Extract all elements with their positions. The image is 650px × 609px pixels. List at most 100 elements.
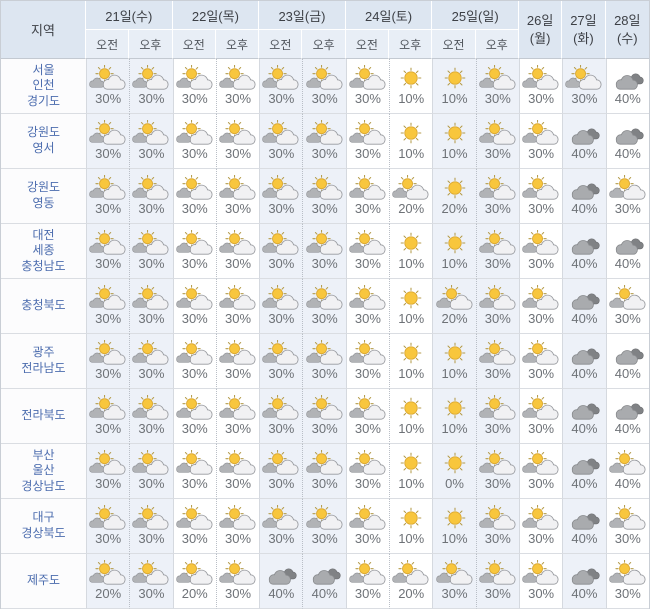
cloudy-icon — [607, 120, 649, 146]
cloudy-icon — [563, 560, 605, 586]
forecast-cell: 30% — [172, 499, 216, 554]
precip-probability: 30% — [268, 366, 295, 382]
cloudy-icon — [563, 230, 605, 256]
precip-probability: 30% — [528, 256, 555, 272]
region-cell: 강원도 영서 — [1, 114, 86, 169]
forecast-cell: 30% — [129, 224, 173, 279]
precip-probability: 40% — [614, 146, 641, 162]
day-header: 28일 (수) — [605, 1, 649, 59]
precip-probability: 30% — [268, 256, 295, 272]
partly-cloudy-icon — [520, 449, 562, 476]
day-header: 26일 (월) — [518, 1, 563, 59]
precip-probability: 30% — [528, 421, 555, 437]
forecast-cell: 30% — [215, 444, 260, 499]
forecast-cell: 30% — [215, 554, 260, 609]
forecast-cell: 30% — [475, 554, 519, 609]
forecast-row: 대구 경상북도 30% 30% 30% 30% 30% 30% 30% 10% 10% 30% 30% 4… — [1, 499, 649, 554]
precip-probability: 30% — [311, 311, 338, 327]
precip-probability: 30% — [138, 421, 165, 437]
partly-cloudy-icon — [347, 449, 389, 476]
precip-probability: 10% — [441, 421, 468, 437]
forecast-cell: 30% — [215, 334, 260, 389]
precip-probability: 30% — [138, 311, 165, 327]
precip-probability: 10% — [398, 146, 425, 162]
forecast-cell: 10% — [432, 114, 476, 169]
sunny-icon — [433, 340, 475, 366]
forecast-cell: 30% — [86, 499, 130, 554]
precip-probability: 0% — [445, 476, 464, 492]
partly-cloudy-icon — [174, 64, 216, 91]
forecast-cell: 20% — [86, 554, 130, 609]
partly-cloudy-icon — [87, 449, 129, 476]
partly-cloudy-icon — [174, 229, 216, 256]
partly-cloudy-icon — [87, 339, 129, 366]
precip-probability: 10% — [398, 531, 425, 547]
forecast-cell: 30% — [562, 59, 606, 114]
forecast-cell: 30% — [129, 554, 173, 609]
forecast-cell: 40% — [562, 554, 606, 609]
precip-probability: 30% — [484, 421, 511, 437]
region-cell: 광주 전라남도 — [1, 334, 86, 389]
partly-cloudy-icon — [347, 119, 389, 146]
precip-probability: 30% — [484, 256, 511, 272]
forecast-cell: 10% — [389, 334, 433, 389]
forecast-cell: 30% — [475, 389, 519, 444]
forecast-cell: 30% — [172, 59, 216, 114]
precip-probability: 40% — [571, 421, 598, 437]
partly-cloudy-icon — [477, 339, 519, 366]
sunny-icon — [390, 505, 432, 531]
forecast-cell: 30% — [518, 444, 563, 499]
precip-probability: 30% — [268, 201, 295, 217]
region-cell: 제주도 — [1, 554, 86, 609]
forecast-cell: 30% — [302, 389, 346, 444]
forecast-cell: 40% — [605, 444, 649, 499]
partly-cloudy-icon — [174, 394, 216, 421]
partly-cloudy-icon — [303, 339, 345, 366]
region-cell: 서울 인천 경기도 — [1, 59, 86, 114]
precip-probability: 30% — [225, 531, 252, 547]
partly-cloudy-icon — [260, 119, 302, 146]
cloudy-icon — [563, 450, 605, 476]
forecast-cell: 40% — [605, 59, 649, 114]
precip-probability: 20% — [441, 311, 468, 327]
sunny-icon — [390, 395, 432, 421]
partly-cloudy-icon — [477, 504, 519, 531]
forecast-cell: 30% — [129, 389, 173, 444]
forecast-cell: 40% — [562, 389, 606, 444]
precip-probability: 30% — [181, 531, 208, 547]
day-header: 25일(일) — [432, 1, 519, 30]
am-header: 오전 — [345, 30, 390, 59]
cloudy-icon — [563, 120, 605, 146]
precip-probability: 40% — [571, 366, 598, 382]
partly-cloudy-icon — [217, 229, 259, 256]
precip-probability: 30% — [528, 201, 555, 217]
day-header: 22일(목) — [172, 1, 260, 30]
forecast-cell: 20% — [432, 169, 476, 224]
forecast-cell: 10% — [432, 59, 476, 114]
forecast-cell: 40% — [562, 169, 606, 224]
forecast-cell: 30% — [259, 334, 303, 389]
precip-probability: 40% — [614, 91, 641, 107]
precip-probability: 30% — [225, 476, 252, 492]
cloudy-icon — [607, 340, 649, 366]
forecast-cell: 30% — [605, 499, 649, 554]
precip-probability: 30% — [138, 531, 165, 547]
precip-probability: 40% — [614, 366, 641, 382]
forecast-row: 부산 울산 경상남도 30% 30% 30% 30% 30% 30% 30% 10% 0% 30% 30%… — [1, 444, 649, 499]
cloudy-icon — [607, 395, 649, 421]
precip-probability: 30% — [354, 146, 381, 162]
partly-cloudy-icon — [347, 559, 389, 586]
forecast-cell: 30% — [302, 114, 346, 169]
precip-probability: 30% — [614, 311, 641, 327]
precip-probability: 10% — [441, 91, 468, 107]
forecast-cell: 10% — [389, 114, 433, 169]
precip-probability: 30% — [268, 311, 295, 327]
pm-header: 오후 — [389, 30, 433, 59]
forecast-row: 제주도 20% 30% 20% 30% 40% 40% 30% 20% 30% 30% 30% 40% 3… — [1, 554, 649, 609]
partly-cloudy-icon — [260, 339, 302, 366]
forecast-cell: 30% — [345, 389, 390, 444]
partly-cloudy-icon — [87, 559, 129, 586]
partly-cloudy-icon — [174, 174, 216, 201]
cloudy-icon — [563, 175, 605, 201]
forecast-cell: 30% — [215, 59, 260, 114]
